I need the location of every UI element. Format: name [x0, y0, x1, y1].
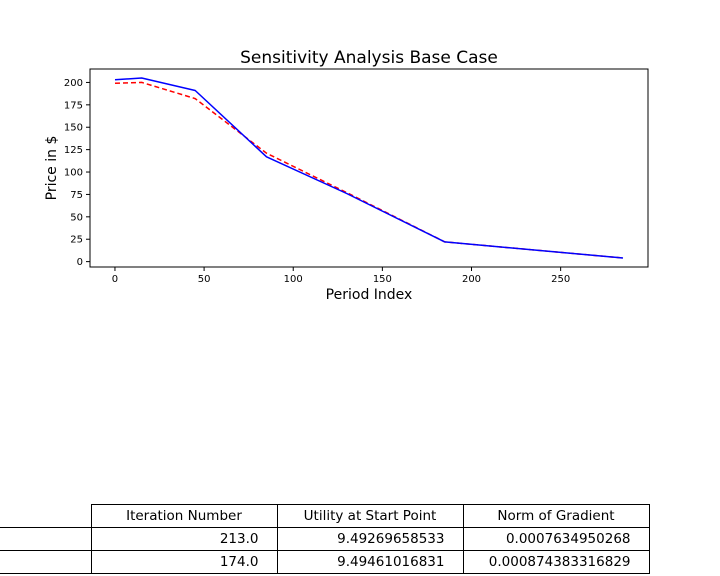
column-header: Iteration Number [90, 504, 278, 528]
y-tick-label: 125 [64, 145, 83, 156]
y-tick-label: 50 [70, 212, 83, 223]
table-cell: 9.49461016831 [276, 550, 464, 574]
y-tick-label: 100 [64, 168, 83, 179]
y-tick-label: 25 [70, 235, 83, 246]
line-chart: Sensitivity Analysis Base Case 0 50 100 150… [44, 48, 649, 303]
table-cell: 9.49269658533 [276, 527, 464, 551]
x-tick-label: 200 [462, 274, 481, 285]
column-header: Norm of Gradient [462, 504, 650, 528]
x-tick-label: 150 [373, 274, 392, 285]
table-row: 174.0 9.49461016831 0.000874383316829 [0, 550, 650, 574]
chart-title: Sensitivity Analysis Base Case [240, 48, 498, 68]
series-line-2 [114, 77, 624, 259]
y-tick-label: 175 [64, 100, 83, 111]
y-axis-label: Price in $ [44, 136, 60, 201]
table-cell: 0.0007634950268 [462, 527, 650, 551]
plot-area [89, 68, 649, 268]
table-header-row: Iteration Number Utility at Start Point … [0, 504, 650, 528]
x-tick-label: 100 [284, 274, 303, 285]
x-tick-label: 50 [198, 274, 211, 285]
results-table: Iteration Number Utility at Start Point … [0, 504, 650, 574]
row-label [0, 550, 92, 574]
row-label [0, 527, 92, 551]
column-header: Utility at Start Point [276, 504, 464, 528]
y-tick-label: 200 [64, 78, 83, 89]
y-tick-label: 0 [77, 257, 83, 268]
x-tick-label: 0 [112, 274, 118, 285]
table-cell: 213.0 [90, 527, 278, 551]
y-tick-label: 75 [70, 190, 83, 201]
table-cell: 174.0 [90, 550, 278, 574]
table-row: 213.0 9.49269658533 0.0007634950268 [0, 527, 650, 551]
x-tick-label: 250 [551, 274, 570, 285]
table-cell: 0.000874383316829 [462, 550, 650, 574]
table-corner-cell [0, 504, 91, 528]
x-axis-label: Period Index [326, 287, 413, 303]
y-tick-label: 150 [64, 123, 83, 134]
series-line-1 [114, 81, 624, 259]
